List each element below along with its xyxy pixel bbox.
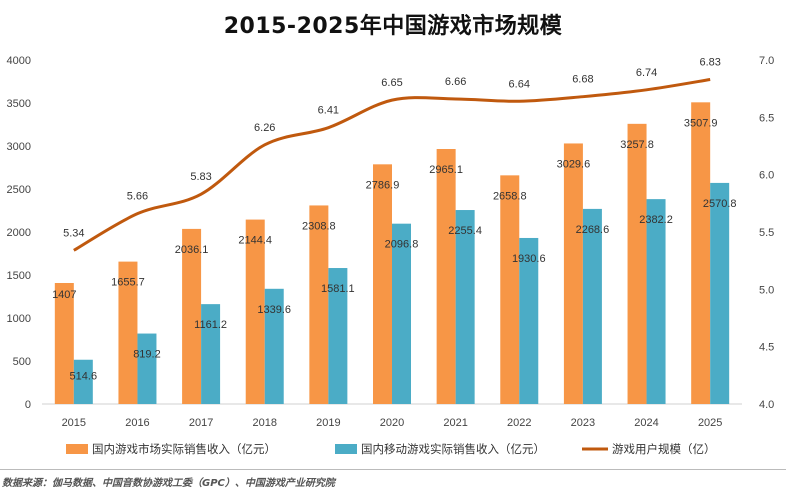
bar-total-revenue — [245, 219, 265, 404]
bar-total-revenue-label: 2308.8 — [302, 220, 336, 232]
legend-swatch — [66, 444, 88, 454]
y-right-tick-label: 4.5 — [759, 342, 774, 354]
bar-mobile-revenue-label: 514.6 — [70, 371, 98, 383]
bar-total-revenue-label: 2144.4 — [238, 235, 272, 247]
y-left-tick-label: 2500 — [7, 184, 31, 196]
bar-total-revenue — [563, 143, 583, 404]
bar-mobile-revenue — [710, 182, 730, 404]
legend-label: 国内游戏市场实际销售收入（亿元） — [92, 442, 276, 456]
line-user-scale-label: 6.41 — [318, 105, 339, 117]
legend-label: 游戏用户规模（亿） — [612, 442, 716, 456]
y-left-tick-label: 1500 — [7, 270, 31, 282]
source-divider — [0, 469, 786, 470]
line-user-scale-label: 6.83 — [699, 56, 720, 68]
bar-total-revenue — [118, 261, 138, 404]
x-tick-label: 2021 — [443, 417, 467, 429]
y-left-tick-label: 1000 — [7, 313, 31, 325]
y-left-tick-label: 3500 — [7, 98, 31, 110]
line-user-scale-label: 5.83 — [190, 171, 211, 183]
bar-total-revenue — [54, 282, 74, 404]
y-right-tick-label: 7.0 — [759, 55, 774, 67]
legend-swatch — [335, 444, 357, 454]
chart-title: 2015-2025年中国游戏市场规模 — [223, 14, 563, 39]
line-user-scale-label: 6.64 — [509, 78, 530, 90]
bar-mobile-revenue-label: 2096.8 — [385, 239, 419, 251]
bar-total-revenue — [309, 205, 329, 404]
line-user-scale-label: 6.66 — [445, 76, 466, 88]
source-note: 数据来源：伽马数据、中国音数协游戏工委（GPC）、中国游戏产业研究院 — [2, 478, 335, 489]
y-left-tick-label: 4000 — [7, 55, 31, 67]
bar-mobile-revenue-label: 2255.4 — [448, 225, 482, 237]
x-tick-label: 2025 — [698, 417, 722, 429]
x-tick-label: 2018 — [252, 417, 276, 429]
y-right-tick-label: 5.0 — [759, 284, 774, 296]
bar-total-revenue — [500, 175, 520, 404]
bar-mobile-revenue — [582, 208, 602, 404]
x-tick-label: 2023 — [571, 417, 595, 429]
bar-mobile-revenue — [646, 199, 666, 404]
bar-total-revenue-label: 2036.1 — [175, 244, 209, 256]
bar-mobile-revenue — [73, 359, 93, 404]
bar-mobile-revenue — [392, 223, 411, 404]
x-tick-label: 2016 — [125, 417, 149, 429]
y-left-tick-label: 3000 — [7, 141, 31, 153]
bar-mobile-revenue — [264, 288, 284, 404]
bar-total-revenue — [182, 228, 202, 404]
line-user-scale — [73, 78, 711, 252]
bar-total-revenue — [627, 123, 647, 405]
bar-total-revenue-label: 3507.9 — [684, 117, 718, 129]
bar-mobile-revenue-label: 1161.2 — [194, 319, 227, 331]
line-user-scale-label: 6.68 — [572, 74, 593, 86]
line-user-scale-label: 6.74 — [636, 67, 657, 79]
bar-mobile-revenue — [328, 268, 348, 404]
bar-total-revenue-label: 2658.8 — [493, 190, 527, 202]
bar-mobile-revenue — [455, 210, 475, 404]
chart-area: 0 500 1000 1500 2000 2500 3000 3500 4000 4.0 4.5 5.… — [7, 55, 775, 456]
line-user-scale-label: 6.65 — [381, 77, 402, 89]
bar-mobile-revenue-label: 1339.6 — [257, 304, 291, 316]
legend-label: 国内移动游戏实际销售收入（亿元） — [361, 442, 545, 456]
bar-mobile-revenue-label: 1581.1 — [321, 283, 355, 295]
bar-mobile-revenue-label: 2268.6 — [576, 224, 610, 236]
bar-mobile-revenue-label: 2570.8 — [703, 198, 737, 210]
y-right-tick-label: 4.0 — [759, 399, 774, 411]
line-user-scale-label: 6.26 — [254, 122, 275, 134]
bar-total-revenue — [691, 102, 711, 404]
bar-total-revenue-label: 1407 — [52, 289, 76, 301]
bar-mobile-revenue — [201, 304, 221, 404]
x-tick-label: 2022 — [507, 417, 531, 429]
bar-mobile-revenue-label: 2382.2 — [639, 214, 673, 226]
bar-total-revenue-label: 2965.1 — [429, 164, 463, 176]
bar-total-revenue-label: 2786.9 — [366, 179, 400, 191]
bar-total-revenue — [373, 164, 392, 404]
bar-mobile-revenue-label: 1930.6 — [512, 253, 546, 265]
bar-mobile-revenue-label: 819.2 — [133, 349, 161, 361]
y-left-tick-label: 500 — [13, 356, 31, 368]
x-tick-label: 2020 — [380, 417, 404, 429]
bar-mobile-revenue — [137, 333, 157, 404]
x-tick-label: 2024 — [634, 417, 658, 429]
x-tick-label: 2015 — [62, 417, 86, 429]
bar-total-revenue-label: 3257.8 — [620, 139, 654, 151]
y-right-tick-label: 6.5 — [759, 112, 774, 124]
x-tick-label: 2017 — [189, 417, 213, 429]
bar-mobile-revenue — [519, 237, 539, 404]
bar-total-revenue-label: 3029.6 — [557, 158, 591, 170]
line-user-scale-label: 5.34 — [63, 227, 84, 239]
y-right-tick-label: 6.0 — [759, 170, 774, 182]
line-user-scale-label: 5.66 — [127, 191, 148, 203]
bar-total-revenue-label: 1655.7 — [111, 277, 145, 289]
bar-total-revenue — [436, 149, 456, 404]
y-right-tick-label: 5.5 — [759, 227, 774, 239]
x-tick-label: 2019 — [316, 417, 340, 429]
y-left-tick-label: 0 — [25, 399, 31, 411]
y-left-tick-label: 2000 — [7, 227, 31, 239]
